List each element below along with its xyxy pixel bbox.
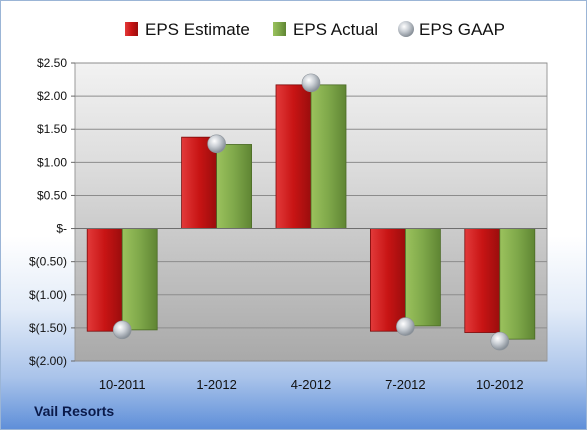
company-name: Vail Resorts — [34, 403, 115, 419]
y-tick-label: $1.50 — [37, 122, 67, 136]
y-tick-label: $(1.00) — [29, 288, 67, 302]
legend-label: EPS Estimate — [145, 20, 250, 39]
legend-label: EPS Actual — [293, 20, 378, 39]
bar-eps-estimate — [369, 228, 406, 332]
bar-eps-actual — [121, 228, 158, 331]
marker-eps-gaap — [396, 317, 415, 336]
legend-item: EPS Estimate — [125, 20, 250, 39]
y-tick-label: $2.00 — [37, 89, 67, 103]
marker-eps-gaap — [490, 331, 510, 351]
legend-item: EPS Actual — [273, 20, 378, 39]
x-tick-label: 1-2012 — [196, 377, 236, 392]
legend-swatch — [273, 22, 286, 36]
legend-swatch — [125, 22, 138, 36]
y-tick-label: $2.50 — [37, 56, 67, 70]
marker-eps-gaap — [301, 73, 321, 93]
marker-eps-gaap — [112, 320, 132, 340]
legend-label: EPS GAAP — [419, 20, 505, 39]
y-tick-label: $1.00 — [37, 155, 67, 169]
bar-eps-actual — [404, 228, 441, 327]
legend-swatch — [398, 21, 414, 37]
bar-eps-actual — [216, 144, 253, 229]
y-tick-label: $(2.00) — [29, 354, 67, 368]
bar-eps-estimate — [181, 136, 218, 229]
marker-eps-gaap — [207, 134, 226, 154]
gaap-markers — [112, 73, 510, 351]
y-tick-label: $0.50 — [37, 188, 67, 202]
x-tick-label: 4-2012 — [291, 377, 331, 392]
x-axis: 10-2011 1-2012 4-2012 7-2012 10-2012 — [75, 228, 547, 392]
bar-eps-estimate — [86, 228, 123, 332]
x-tick-label: 7-2012 — [385, 377, 425, 392]
y-tick-label: $(1.50) — [29, 321, 67, 335]
bar-eps-estimate — [464, 228, 501, 333]
bar-eps-actual — [310, 84, 347, 229]
bars — [86, 84, 536, 340]
bar-eps-estimate — [275, 84, 312, 229]
legend: EPS Estimate EPS Actual EPS GAAP — [125, 20, 505, 39]
y-axis: $2.50 $2.00 $1.50 $1.00 $0.50 $- $(0.50) $(1.00… — [29, 56, 75, 368]
y-tick-label: $(0.50) — [29, 255, 67, 269]
x-tick-label: 10-2012 — [476, 377, 524, 392]
x-tick-label: 10-2011 — [99, 377, 146, 392]
bar-eps-actual — [499, 228, 536, 340]
y-tick-label: $- — [56, 222, 67, 236]
legend-item: EPS GAAP — [398, 20, 505, 39]
